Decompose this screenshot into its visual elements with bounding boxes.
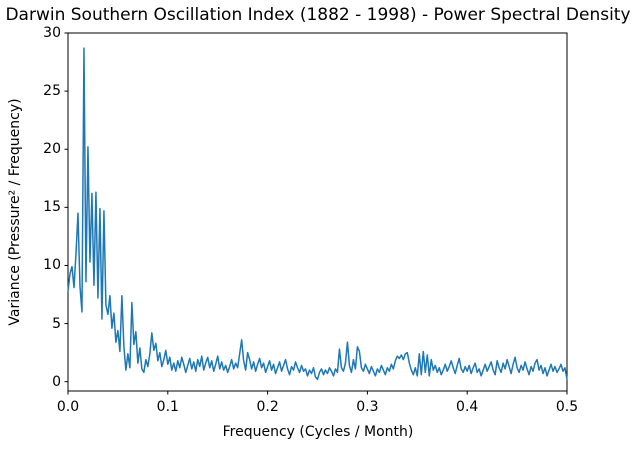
y-tick-label: 10 xyxy=(43,257,61,274)
x-tick-label: 0.2 xyxy=(256,399,279,415)
x-tick-label: 0.5 xyxy=(555,399,579,415)
x-tick-label: 0.0 xyxy=(56,399,80,415)
y-tick-label: 20 xyxy=(43,141,61,158)
x-tick-label: 0.3 xyxy=(356,399,379,415)
x-axis-label: Frequency (Cycles / Month) xyxy=(222,424,414,440)
y-tick-label: 30 xyxy=(43,25,61,41)
chart-title: Darwin Southern Oscillation Index (1882 … xyxy=(5,5,631,25)
psd-line xyxy=(67,47,568,381)
x-tick-label: 0.4 xyxy=(456,399,479,415)
y-tick-label: 0 xyxy=(52,373,61,390)
y-tick-label: 5 xyxy=(52,315,61,332)
y-tick-label: 25 xyxy=(43,83,61,100)
x-tick-label: 0.1 xyxy=(156,399,179,415)
axes-frame xyxy=(67,32,568,392)
y-tick-label: 15 xyxy=(43,199,61,216)
